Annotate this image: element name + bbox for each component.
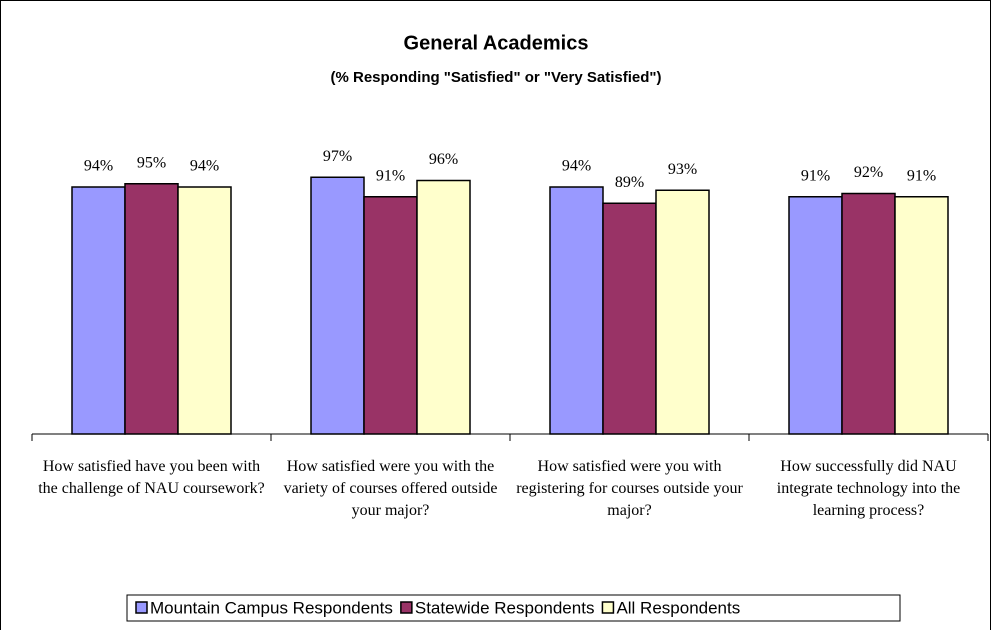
value-label: 95% bbox=[137, 154, 166, 171]
x-tick-label: How satisfied were you with the variety … bbox=[283, 458, 498, 519]
bar bbox=[602, 202, 657, 435]
bar bbox=[549, 186, 604, 435]
legend-box bbox=[126, 594, 901, 622]
value-label: 97% bbox=[323, 148, 352, 165]
bar bbox=[788, 196, 843, 435]
value-label: 96% bbox=[429, 151, 458, 168]
value-label: 94% bbox=[84, 158, 113, 175]
chart-subtitle: (% Responding "Satisfied" or "Very Satis… bbox=[330, 69, 661, 86]
value-label: 92% bbox=[854, 164, 883, 181]
legend-label: Statewide Respondents bbox=[415, 598, 595, 617]
x-tick-label: How satisfied were you with registering … bbox=[516, 458, 743, 519]
x-tick-label: How successfully did NAU integrate techn… bbox=[776, 458, 961, 519]
chart-title: General Academics bbox=[404, 32, 589, 54]
value-label: 93% bbox=[668, 161, 697, 178]
value-label: 91% bbox=[801, 167, 830, 184]
bar bbox=[655, 189, 710, 435]
bar bbox=[310, 176, 365, 435]
bar bbox=[124, 183, 179, 435]
x-tick-label: How satisfied have you been with the cha… bbox=[38, 458, 265, 497]
value-label: 91% bbox=[907, 167, 936, 184]
bar bbox=[71, 186, 126, 435]
legend-swatch bbox=[400, 601, 413, 614]
bar bbox=[416, 179, 471, 435]
value-label: 94% bbox=[562, 158, 591, 175]
value-label: 91% bbox=[376, 167, 405, 184]
legend-swatch bbox=[601, 601, 615, 614]
legend-label: Mountain Campus Respondents bbox=[150, 598, 393, 617]
bar bbox=[177, 186, 232, 435]
value-label: 89% bbox=[615, 174, 644, 191]
legend-swatch bbox=[135, 601, 148, 614]
legend-label: All Respondents bbox=[616, 598, 740, 617]
bar bbox=[841, 192, 896, 435]
bar bbox=[894, 196, 949, 435]
bar bbox=[363, 196, 418, 435]
value-label: 94% bbox=[190, 158, 219, 175]
